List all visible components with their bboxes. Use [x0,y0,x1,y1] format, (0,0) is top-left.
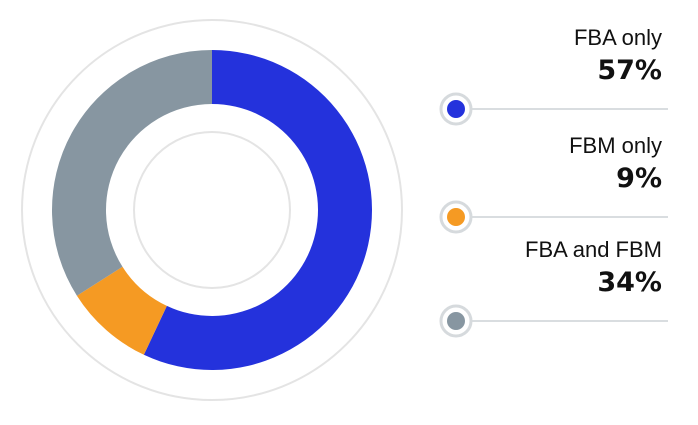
slices [51,50,372,371]
outer-ring [21,19,403,401]
legend-marker-dot-1 [447,100,465,118]
legend-value-1: 57% [597,55,662,86]
legend-value-3: 34% [597,267,662,298]
legend-marker-dot-3 [447,312,465,330]
legend-marker-dot-2 [447,208,465,226]
inner-ring [133,131,291,289]
legend-value-2: 9% [616,163,662,194]
legend-label-2: FBM only [569,133,662,158]
donut-slice-3 [51,50,213,296]
donut-slice-1 [143,50,372,371]
legend: FBA only 57% FBM only 9% FBA and FBM 34% [439,25,668,338]
donut-slice-2 [76,266,167,355]
legend-label-3: FBA and FBM [525,237,662,262]
legend-label-1: FBA only [574,25,662,50]
